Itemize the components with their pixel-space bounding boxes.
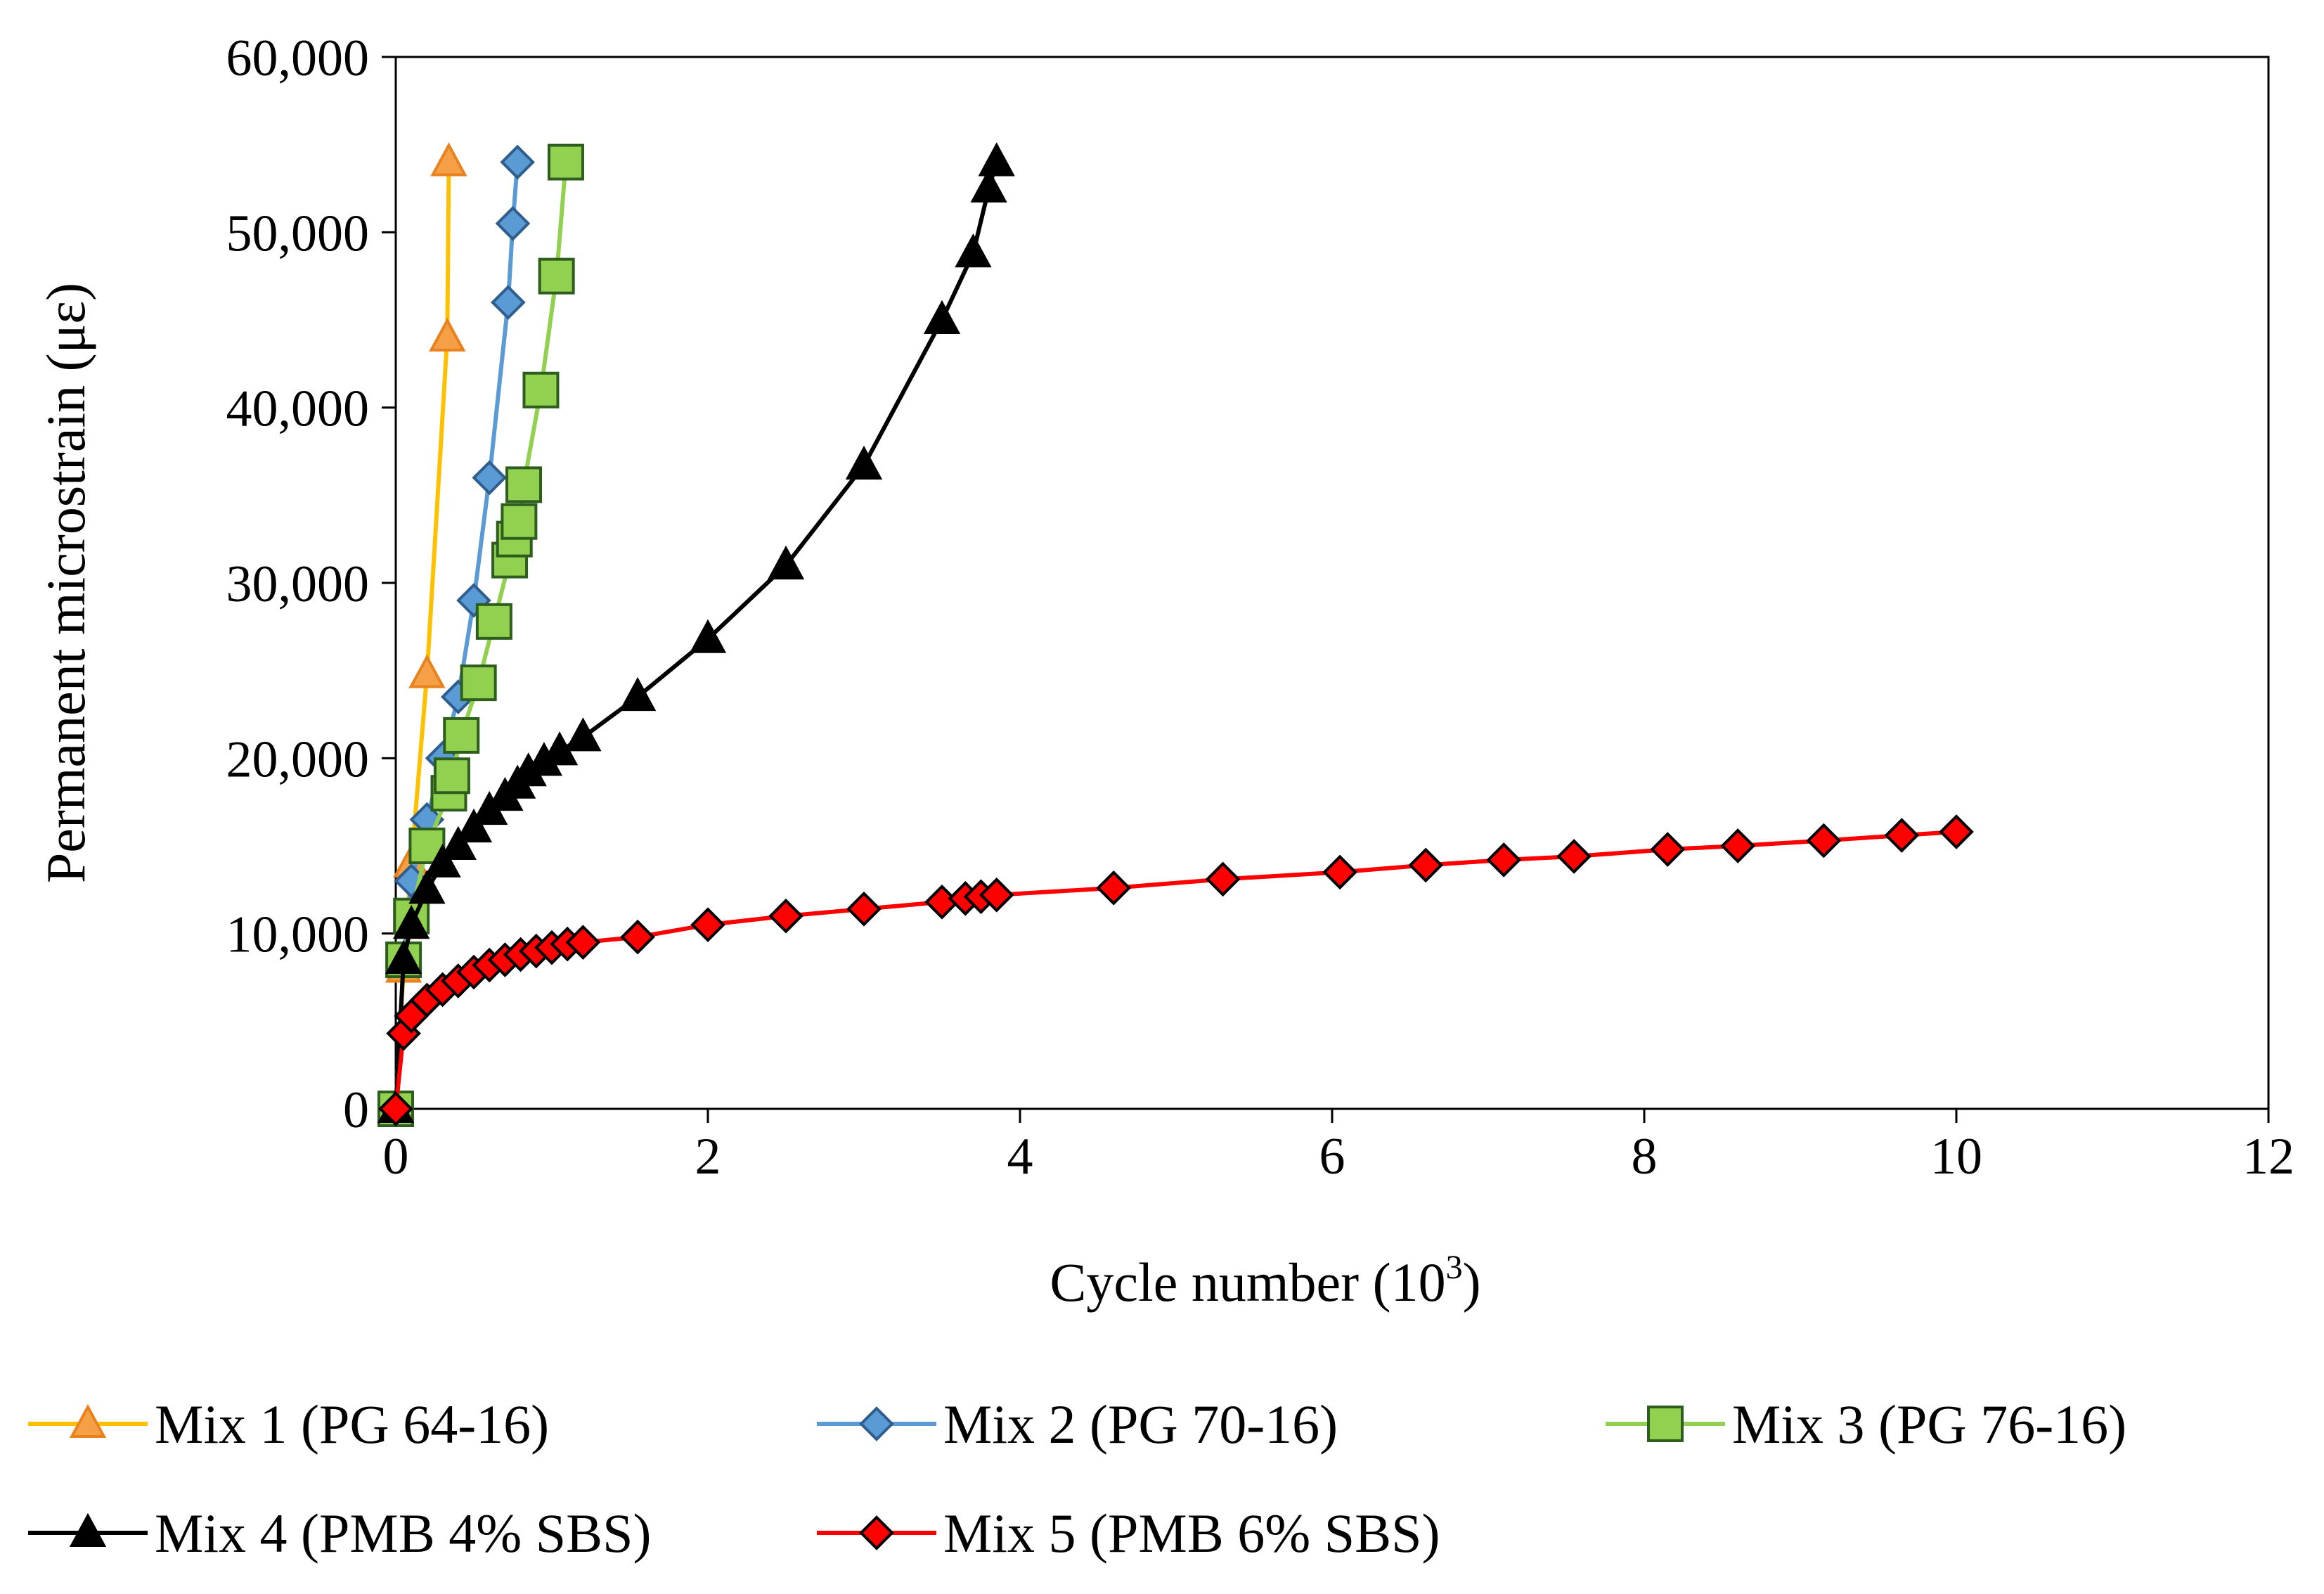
- legend-label: Mix 5 (PMB 6% SBS): [943, 1503, 1440, 1564]
- legend-swatch-marker: [1647, 1406, 1684, 1442]
- series-line: [394, 162, 568, 1110]
- data-point: [1486, 842, 1522, 878]
- data-point: [620, 919, 655, 955]
- series-4: [377, 142, 1015, 1123]
- data-point: [408, 870, 446, 904]
- data-point: [564, 717, 602, 752]
- legend-item: Mix 3 (PG 76-16): [1606, 1394, 2126, 1455]
- y-tick-label: 10,000: [226, 906, 370, 964]
- data-point: [767, 545, 805, 580]
- data-point: [408, 654, 446, 688]
- y-tick-label: 40,000: [226, 380, 370, 438]
- data-point: [845, 445, 883, 480]
- x-tick-label: 4: [1007, 1128, 1033, 1185]
- y-tick-label: 0: [343, 1081, 369, 1139]
- data-point: [439, 825, 477, 860]
- data-point: [424, 843, 461, 878]
- data-point: [460, 664, 497, 702]
- y-tick-label: 50,000: [226, 205, 370, 262]
- data-point: [443, 716, 480, 754]
- data-point: [472, 460, 508, 496]
- x-axis-ticks: 0 2 4 6 8 10 12: [383, 1109, 2294, 1185]
- legend-item: Mix 5 (PMB 6% SBS): [817, 1503, 1440, 1564]
- legend-label: Mix 3 (PG 76-16): [1732, 1394, 2126, 1455]
- legend-label: Mix 4 (PMB 4% SBS): [155, 1503, 652, 1564]
- x-tick-label: 8: [1632, 1128, 1658, 1185]
- legend-label: Mix 2 (PG 70-16): [943, 1394, 1338, 1455]
- data-point: [501, 503, 538, 540]
- data-point: [1884, 818, 1920, 853]
- series-5: [378, 814, 1974, 1126]
- data-point: [978, 142, 1015, 176]
- data-point: [768, 898, 803, 934]
- y-tick-label: 20,000: [226, 731, 370, 788]
- data-point: [475, 603, 512, 640]
- data-point: [378, 1091, 413, 1126]
- y-axis-title: Permanent microstrain (με): [35, 283, 96, 883]
- data-point: [979, 877, 1014, 913]
- x-tick-label: 2: [695, 1128, 721, 1185]
- data-point: [955, 233, 992, 268]
- data-point: [1806, 823, 1842, 859]
- data-point: [923, 300, 961, 334]
- x-tick-label: 6: [1319, 1128, 1345, 1185]
- data-point: [1720, 828, 1756, 863]
- data-point: [1322, 854, 1357, 890]
- data-point: [1650, 832, 1686, 867]
- data-point: [970, 168, 1007, 203]
- plot-area: [394, 56, 2270, 1110]
- data-point: [1939, 814, 1974, 849]
- data-point: [846, 891, 882, 927]
- x-axis-title-close: ): [1463, 1252, 1481, 1313]
- y-axis-ticks: 0 10,000 20,000 30,000 40,000 50,000 60,000: [226, 30, 396, 1139]
- data-point: [433, 757, 470, 795]
- data-point: [393, 905, 430, 939]
- legend-label: Mix 1 (PG 64-16): [155, 1394, 549, 1455]
- x-tick-label: 10: [1930, 1128, 1982, 1185]
- x-axis-title-sup: 3: [1446, 1249, 1463, 1286]
- legend-swatch-marker: [69, 1403, 107, 1438]
- legend: Mix 1 (PG 64-16) Mix 2 (PG 70-16) Mix 3 (P…: [28, 1394, 2126, 1564]
- data-point: [1205, 861, 1241, 897]
- data-point: [522, 371, 560, 409]
- legend-item: Mix 1 (PG 64-16): [28, 1394, 549, 1455]
- data-point: [500, 144, 535, 180]
- legend-swatch-marker: [859, 1515, 894, 1550]
- data-point: [495, 206, 531, 241]
- y-tick-label: 30,000: [226, 555, 370, 613]
- data-point: [1096, 870, 1132, 906]
- series-layer: [377, 142, 1974, 1127]
- data-point: [505, 466, 543, 503]
- y-tick-label: 60,000: [226, 30, 370, 87]
- data-point: [689, 619, 727, 653]
- data-point: [1556, 839, 1592, 874]
- data-point: [385, 939, 422, 975]
- legend-item: Mix 4 (PMB 4% SBS): [28, 1503, 652, 1564]
- legend-swatch-marker: [69, 1512, 107, 1547]
- data-point: [1408, 847, 1444, 883]
- legend-item: Mix 2 (PG 70-16): [817, 1394, 1338, 1455]
- data-point: [491, 285, 526, 320]
- data-point: [565, 925, 601, 960]
- x-tick-label: 0: [383, 1128, 409, 1185]
- data-point: [429, 317, 466, 352]
- data-point: [455, 808, 493, 843]
- data-point: [547, 143, 584, 181]
- x-axis-title-main: Cycle number (10: [1050, 1252, 1445, 1313]
- data-point: [408, 828, 446, 864]
- x-axis-title: Cycle number (103): [1050, 1249, 1480, 1313]
- legend-swatch-marker: [859, 1406, 894, 1441]
- data-point: [690, 907, 725, 943]
- data-point: [619, 676, 657, 712]
- data-point: [538, 257, 575, 295]
- x-tick-label: 12: [2242, 1128, 2294, 1185]
- data-point: [430, 142, 467, 176]
